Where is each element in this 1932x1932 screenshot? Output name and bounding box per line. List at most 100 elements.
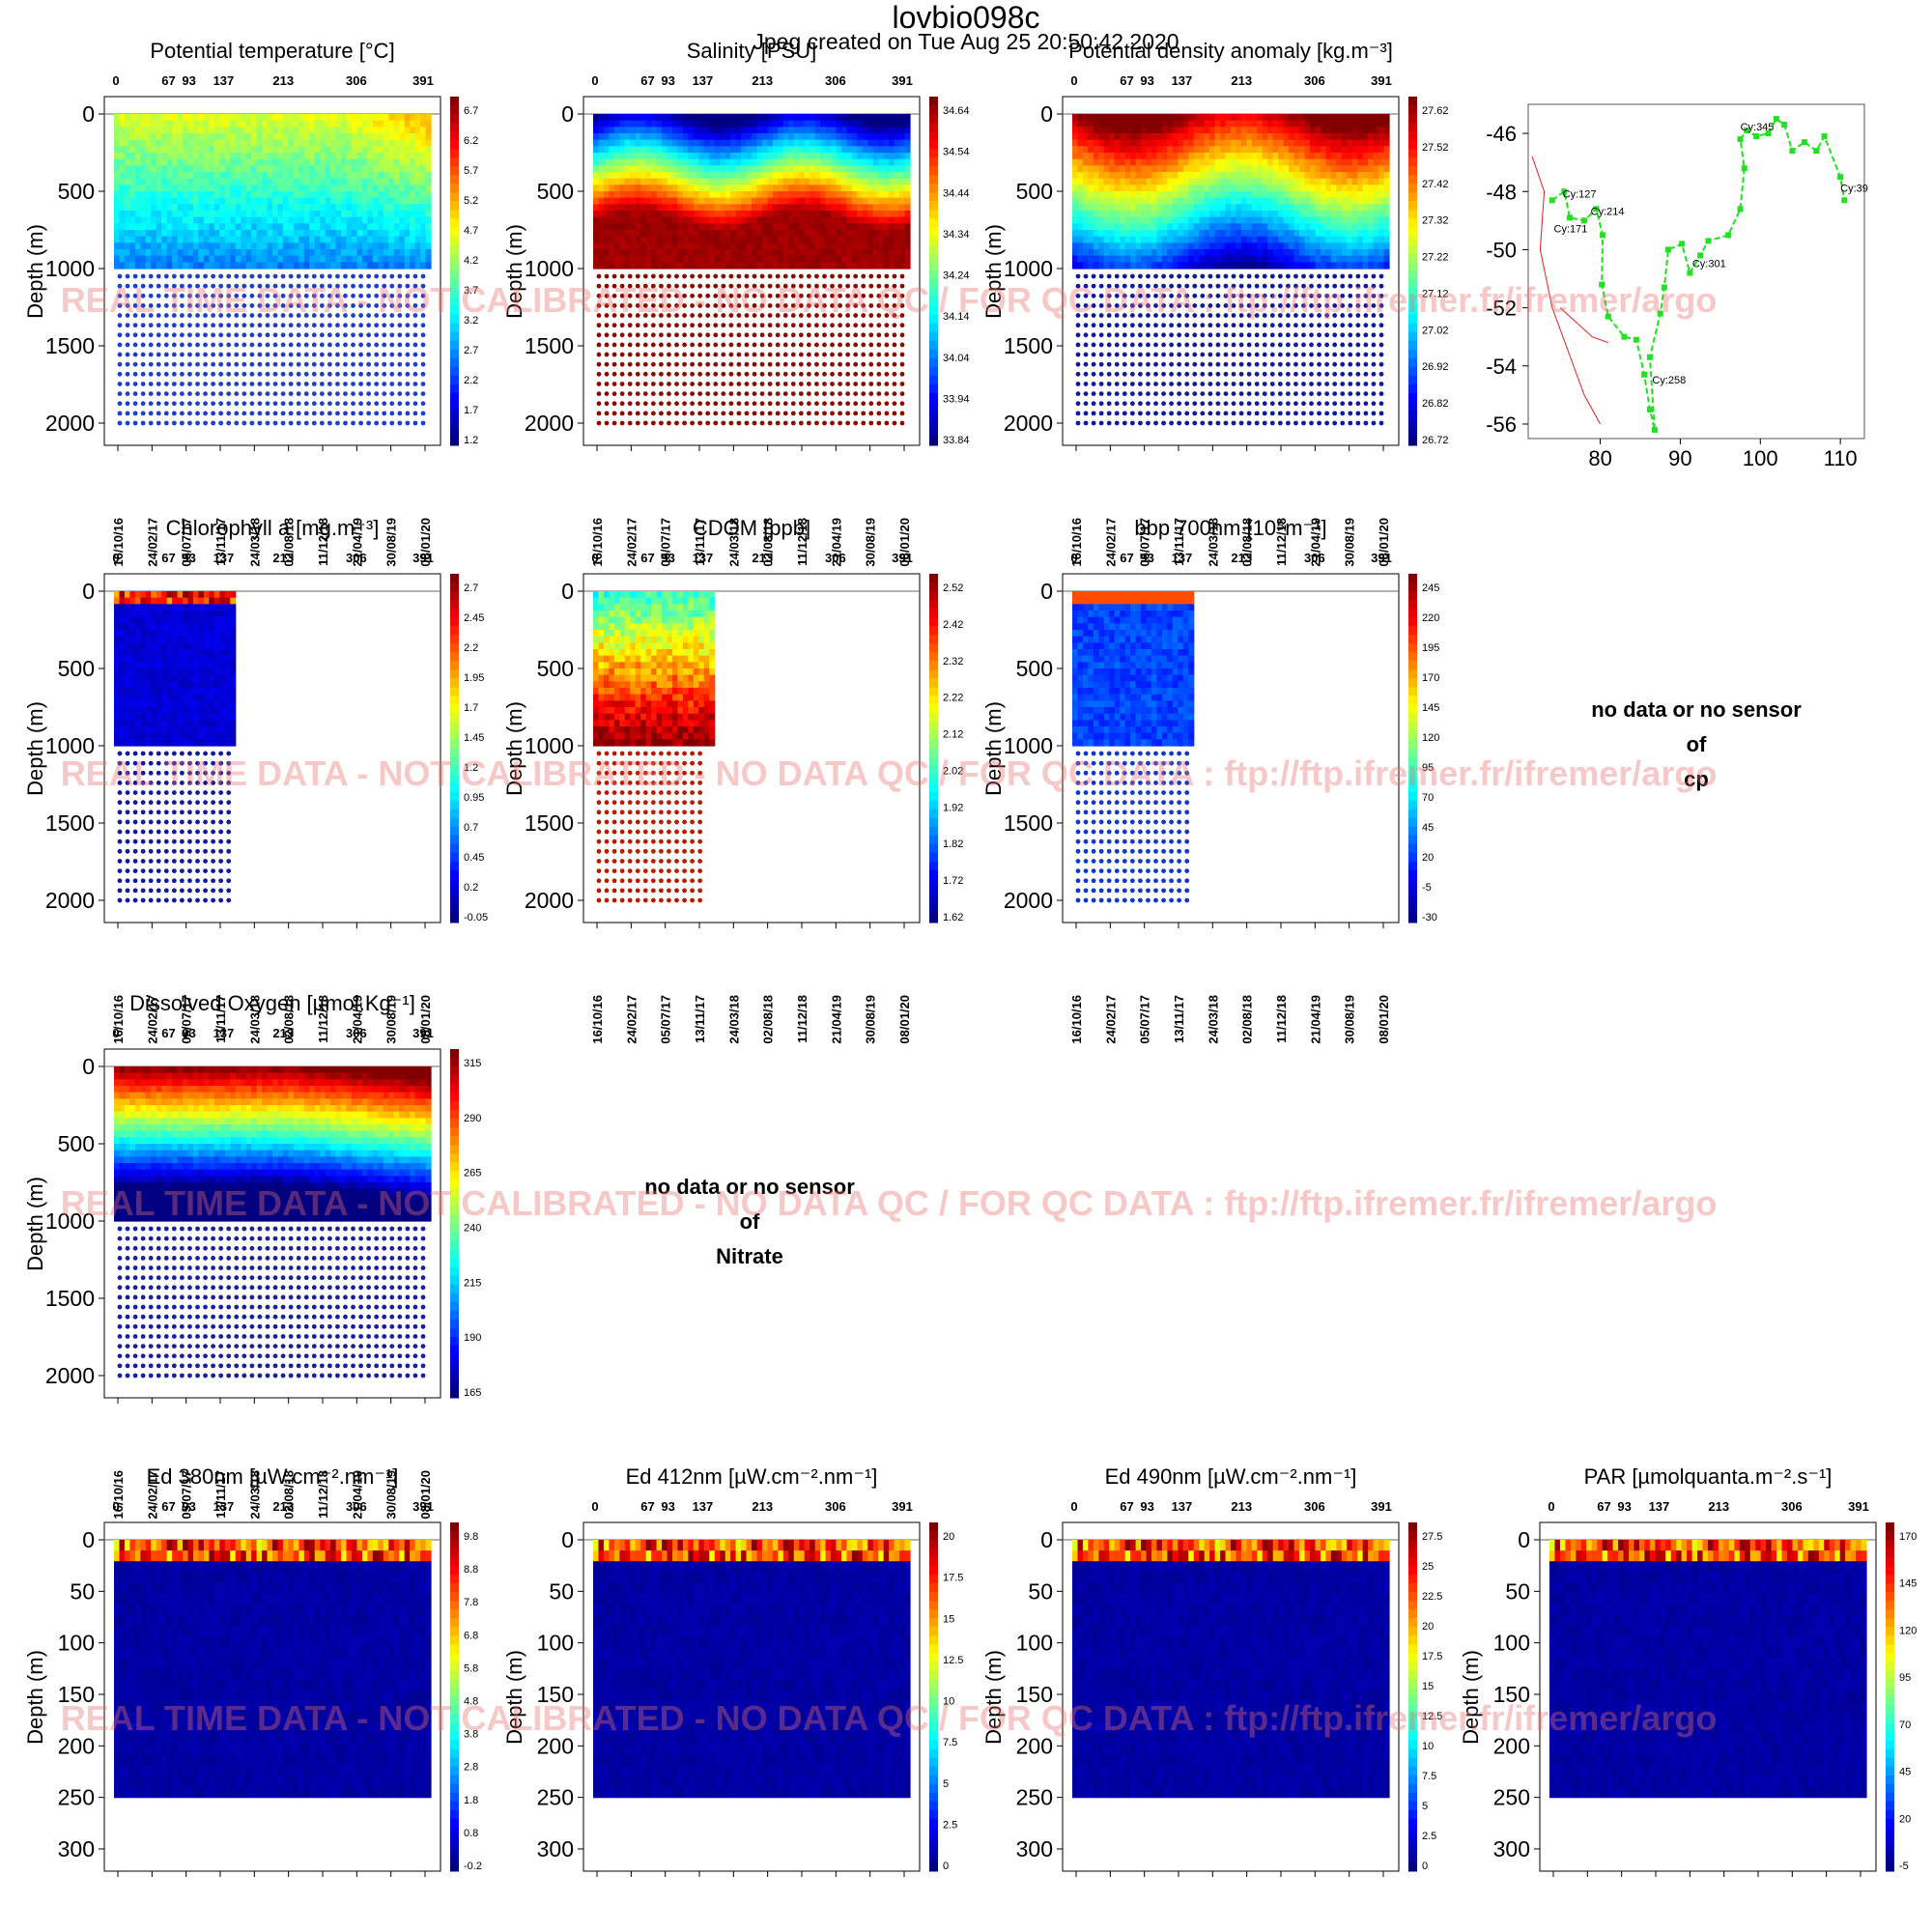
sal-cell <box>593 165 599 172</box>
sal-cell <box>640 133 646 140</box>
temp-deep-dot <box>312 284 317 289</box>
temp-deep-dot <box>320 303 325 308</box>
sal-cell <box>646 237 652 243</box>
temp-cell <box>426 185 432 191</box>
temp-deep-dot <box>234 332 239 337</box>
temp-cell <box>209 121 214 128</box>
temp-deep-dot <box>180 332 185 337</box>
temp-deep-dot <box>195 372 200 377</box>
temp-cell <box>241 230 246 237</box>
temp-deep-dot <box>187 372 192 377</box>
temp-cell <box>362 249 368 256</box>
sal-cell <box>688 172 694 179</box>
temp-cell <box>257 230 263 237</box>
sal-cell <box>646 249 652 256</box>
temp-cell <box>315 127 321 133</box>
temp-cell <box>161 230 167 237</box>
temp-cell <box>341 146 347 153</box>
sal-cell <box>609 185 614 191</box>
temp-cell <box>198 204 204 211</box>
sal-cell <box>662 179 668 185</box>
temp-cell <box>172 153 178 159</box>
temp-cell <box>198 114 204 121</box>
temp-cell <box>326 127 331 133</box>
sal-cell <box>604 223 610 230</box>
temp-cell <box>119 249 125 256</box>
temp-cell <box>288 198 294 205</box>
temp-cell <box>262 127 268 133</box>
temp-deep-dot <box>273 353 278 357</box>
temp-cell <box>420 179 426 185</box>
sal-cell <box>704 211 710 217</box>
temp-cell <box>315 217 321 224</box>
temp-deep-dot <box>249 343 254 348</box>
temp-cell <box>268 204 273 211</box>
temp-cell <box>156 191 162 198</box>
temp-deep-dot <box>273 303 278 308</box>
temp-cell <box>399 133 405 140</box>
temp-colorbar-step <box>450 218 459 228</box>
temp-cell <box>326 165 331 172</box>
sal-cell <box>625 237 631 243</box>
temp-cell <box>304 211 310 217</box>
temp-cell <box>384 146 389 153</box>
temp-cell <box>183 146 188 153</box>
temp-deep-dot <box>164 353 169 357</box>
sal-cell <box>688 237 694 243</box>
temp-deep-dot <box>327 401 332 406</box>
sal-cell <box>636 217 641 224</box>
temp-cell <box>172 179 178 185</box>
temp-cell <box>204 198 210 205</box>
temp-cell <box>246 133 252 140</box>
temp-cell <box>209 179 214 185</box>
temp-cell <box>236 242 242 249</box>
temp-cell <box>288 242 294 249</box>
temp-cell <box>114 185 120 191</box>
temp-cell <box>193 262 199 269</box>
sal-cell <box>668 153 673 159</box>
temp-deep-dot <box>312 401 317 406</box>
sal-cell <box>662 242 668 249</box>
sal-cell <box>709 230 715 237</box>
temp-cell <box>405 217 411 224</box>
sal-cell <box>598 223 604 230</box>
sal-cell <box>657 159 663 166</box>
temp-deep-dot <box>242 343 246 348</box>
sal-cell <box>640 211 646 217</box>
temp-deep-dot <box>320 353 325 357</box>
temp-deep-dot <box>126 362 130 367</box>
temp-cell <box>268 172 273 179</box>
temp-deep-dot <box>242 401 246 406</box>
temp-deep-dot <box>320 372 325 377</box>
temp-cell <box>225 198 231 205</box>
sal-cell <box>619 165 625 172</box>
sal-cell <box>683 153 689 159</box>
sal-cell <box>672 121 678 128</box>
sal-cell <box>677 230 683 237</box>
temp-cell <box>367 179 373 185</box>
temp-cell <box>193 217 199 224</box>
temp-colorbar-label: 1.7 <box>464 405 478 416</box>
temp-colorbar-step <box>450 175 459 185</box>
temp-cell <box>336 127 342 133</box>
temp-deep-dot <box>327 323 332 327</box>
temp-deep-dot <box>397 332 402 337</box>
temp-deep-dot <box>126 343 130 348</box>
sal-cell <box>636 127 641 133</box>
temp-cell <box>225 146 231 153</box>
temp-cell <box>183 198 188 205</box>
temp-cell <box>129 179 135 185</box>
temp-cell <box>241 223 246 230</box>
temp-deep-dot <box>397 353 402 357</box>
temp-deep-dot <box>172 323 177 327</box>
temp-cell <box>362 146 368 153</box>
temp-deep-dot <box>351 353 355 357</box>
temp-cell <box>384 114 389 121</box>
temp-deep-dot <box>172 382 177 386</box>
sal-cell <box>640 249 646 256</box>
temp-deep-dot <box>413 401 418 406</box>
sal-cell <box>709 172 715 179</box>
temp-colorbar-step <box>450 332 459 342</box>
temp-deep-dot <box>421 382 426 386</box>
temp-cell <box>336 153 342 159</box>
